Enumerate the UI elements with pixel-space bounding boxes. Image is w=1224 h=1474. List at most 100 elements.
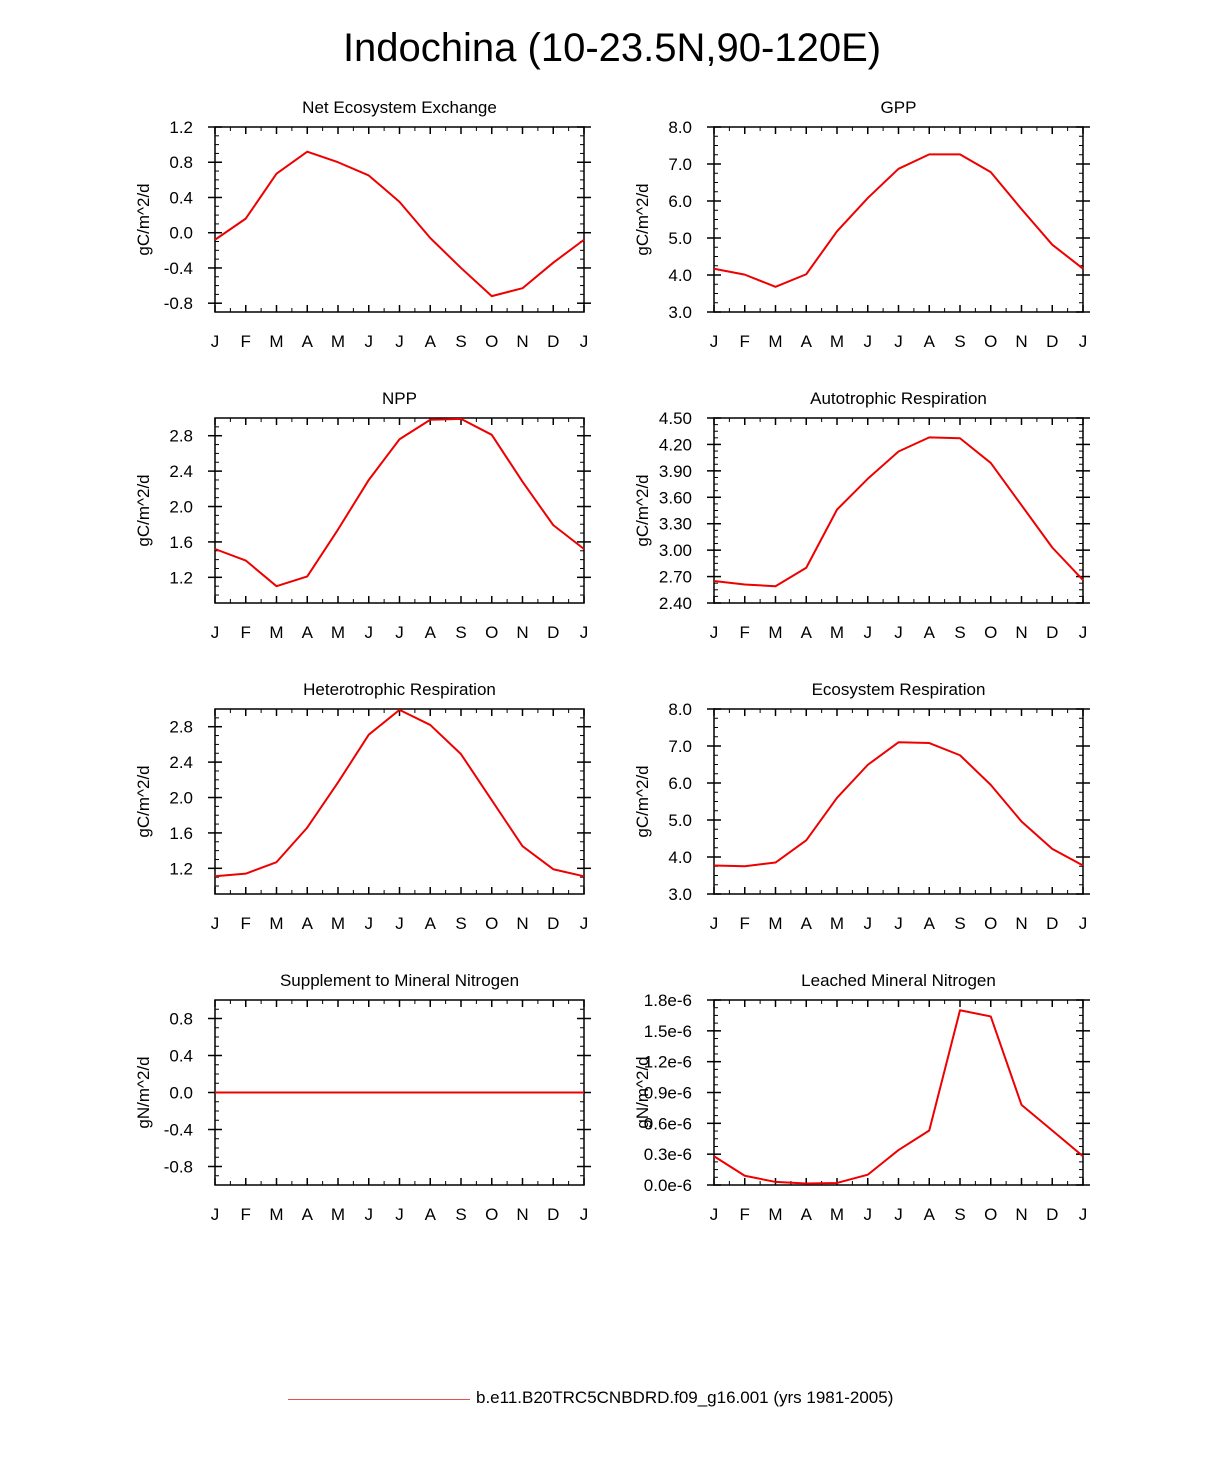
x-tick-label: J xyxy=(365,332,374,351)
series-line xyxy=(713,1009,1084,1185)
x-tick-label: M xyxy=(331,1205,345,1224)
y-tick-label: 8.0 xyxy=(668,700,692,719)
x-tick-label: M xyxy=(830,623,844,642)
x-tick-label: J xyxy=(365,914,374,933)
x-tick-label: J xyxy=(1079,914,1088,933)
y-tick-label: 3.90 xyxy=(659,462,692,481)
x-tick-label: O xyxy=(984,914,997,933)
x-tick-label: J xyxy=(864,332,873,351)
x-tick-label: A xyxy=(801,332,813,351)
x-tick-label: J xyxy=(710,623,719,642)
y-axis-label: gC/m^2/d xyxy=(134,183,153,255)
x-tick-label: O xyxy=(984,623,997,642)
x-tick-label: S xyxy=(954,332,965,351)
x-tick-label: N xyxy=(1015,623,1027,642)
panel-title: Heterotrophic Respiration xyxy=(303,680,496,699)
x-tick-label: A xyxy=(924,1205,936,1224)
x-tick-label: D xyxy=(547,332,559,351)
x-tick-label: A xyxy=(801,1205,813,1224)
x-tick-label: J xyxy=(580,914,589,933)
x-tick-label: J xyxy=(580,332,589,351)
y-tick-label: 4.50 xyxy=(659,409,692,428)
y-tick-label: 2.8 xyxy=(169,718,193,737)
y-tick-label: 0.4 xyxy=(169,188,193,207)
panel-title: Leached Mineral Nitrogen xyxy=(801,971,996,990)
x-tick-label: F xyxy=(740,623,750,642)
panel-title: Ecosystem Respiration xyxy=(812,680,986,699)
x-tick-label: M xyxy=(830,332,844,351)
x-tick-label: D xyxy=(547,914,559,933)
y-axis-label: gN/m^2/d xyxy=(633,1056,652,1128)
y-tick-label: 3.00 xyxy=(659,541,692,560)
panel-title: GPP xyxy=(881,98,917,117)
x-tick-label: M xyxy=(768,1205,782,1224)
y-tick-label: 0.0 xyxy=(169,224,193,243)
x-tick-label: J xyxy=(365,623,374,642)
x-tick-label: S xyxy=(954,623,965,642)
y-tick-label: 3.0 xyxy=(668,303,692,322)
x-tick-label: F xyxy=(740,332,750,351)
y-axis-label: gC/m^2/d xyxy=(134,474,153,546)
x-tick-label: F xyxy=(241,1205,251,1224)
x-tick-label: A xyxy=(801,623,813,642)
x-tick-label: O xyxy=(984,332,997,351)
plot-frame xyxy=(713,417,1084,604)
x-tick-label: J xyxy=(1079,623,1088,642)
x-tick-label: J xyxy=(710,914,719,933)
x-tick-label: J xyxy=(1079,1205,1088,1224)
x-tick-label: M xyxy=(830,914,844,933)
x-tick-label: J xyxy=(710,332,719,351)
x-tick-label: N xyxy=(1015,332,1027,351)
y-tick-label: 2.0 xyxy=(169,789,193,808)
x-tick-label: J xyxy=(395,1205,404,1224)
plot-frame xyxy=(713,708,1084,895)
plot-frame xyxy=(713,999,1084,1186)
x-tick-label: S xyxy=(455,1205,466,1224)
y-tick-label: 3.60 xyxy=(659,488,692,507)
x-tick-label: D xyxy=(1046,332,1058,351)
y-tick-label: 3.30 xyxy=(659,515,692,534)
x-tick-label: J xyxy=(395,623,404,642)
y-axis-label: gC/m^2/d xyxy=(633,765,652,837)
x-tick-label: O xyxy=(485,332,498,351)
y-tick-label: 1.8e-6 xyxy=(644,991,692,1010)
x-tick-label: M xyxy=(269,332,283,351)
y-tick-label: -0.8 xyxy=(164,294,193,313)
x-tick-label: M xyxy=(269,623,283,642)
y-axis-label: gC/m^2/d xyxy=(633,183,652,255)
y-tick-label: 7.0 xyxy=(668,737,692,756)
x-tick-label: M xyxy=(269,914,283,933)
x-tick-label: N xyxy=(1015,1205,1027,1224)
y-tick-label: 0.9e-6 xyxy=(644,1084,692,1103)
y-tick-label: 1.2 xyxy=(169,118,193,137)
x-tick-label: D xyxy=(1046,914,1058,933)
x-tick-label: A xyxy=(425,623,437,642)
y-tick-label: 8.0 xyxy=(668,118,692,137)
x-tick-label: D xyxy=(547,623,559,642)
y-tick-label: 7.0 xyxy=(668,155,692,174)
y-tick-label: 4.0 xyxy=(668,848,692,867)
x-tick-label: M xyxy=(768,914,782,933)
y-tick-label: 6.0 xyxy=(668,192,692,211)
y-axis-label: gC/m^2/d xyxy=(633,474,652,546)
y-tick-label: 1.5e-6 xyxy=(644,1022,692,1041)
x-tick-label: M xyxy=(830,1205,844,1224)
legend-line-swatch xyxy=(288,1399,470,1400)
panel-7: Supplement to Mineral Nitrogen gN/m^2/d J F… xyxy=(134,971,591,1224)
x-tick-label: J xyxy=(894,914,903,933)
y-tick-label: 0.6e-6 xyxy=(644,1114,692,1133)
y-tick-label: 0.0 xyxy=(169,1084,193,1103)
x-tick-label: D xyxy=(547,1205,559,1224)
y-axis-label: gC/m^2/d xyxy=(134,765,153,837)
y-tick-label: 0.8 xyxy=(169,1010,193,1029)
x-tick-label: O xyxy=(485,914,498,933)
series-line xyxy=(214,150,585,298)
y-tick-label: 5.0 xyxy=(668,229,692,248)
y-tick-label: 2.4 xyxy=(169,462,193,481)
series-line xyxy=(214,708,585,878)
y-tick-label: 0.4 xyxy=(169,1047,193,1066)
y-tick-label: 1.2e-6 xyxy=(644,1053,692,1072)
